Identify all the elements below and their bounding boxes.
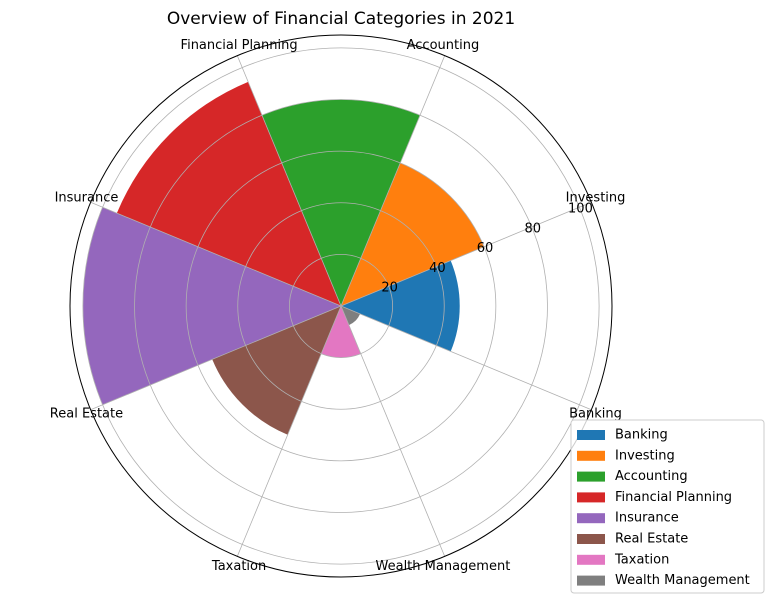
grid-spoke (340, 201, 592, 307)
legend-frame (570, 419, 765, 594)
grid-ring (237, 202, 445, 410)
bar-taxation (321, 306, 361, 358)
grid-spoke (340, 55, 446, 307)
category-label-banking: Banking (569, 406, 622, 421)
legend: Banking Investing Accounting Financial Plan… (570, 419, 765, 594)
legend-swatch-financial-planning (577, 492, 605, 503)
legend-label-taxation: Taxation (614, 552, 669, 567)
radial-tick-label: 40 (429, 261, 446, 276)
legend-swatch-banking (577, 430, 605, 440)
legend-label-investing: Investing (615, 448, 675, 463)
grid-ring (288, 253, 394, 359)
radial-tick-label: 80 (524, 221, 541, 236)
category-label-accounting: Accounting (407, 38, 480, 53)
bar-wealth-management (341, 306, 361, 326)
legend-swatch-real-estate (577, 534, 605, 544)
grid-spoke (90, 201, 342, 307)
polar-frame (69, 34, 613, 578)
category-label-real-estate: Real Estate (50, 406, 123, 421)
bar-investing (341, 162, 485, 306)
legend-label-insurance: Insurance (615, 511, 679, 526)
grid-ring (82, 47, 600, 565)
radial-tick-label: 60 (477, 241, 494, 256)
legend-label-banking: Banking (615, 428, 668, 443)
grid-layer (69, 34, 613, 578)
chart-title: Overview of Financial Categories in 2021 (167, 9, 515, 29)
grid-spoke (90, 305, 342, 411)
bar-financial-planning (116, 81, 341, 306)
grid-spoke (236, 55, 342, 307)
legend-swatch-investing (577, 450, 605, 461)
radial-tick-label: 20 (381, 281, 398, 296)
radial-tick-label: 100 (568, 202, 593, 217)
category-label-financial-planning: Financial Planning (181, 38, 298, 53)
category-label-wealth-management: Wealth Management (376, 559, 511, 574)
legend-label-real-estate: Real Estate (615, 532, 688, 547)
legend-swatch-wealth-management (577, 575, 605, 586)
grid-spoke (236, 305, 342, 557)
bar-insurance (82, 207, 341, 405)
bars-layer (82, 81, 485, 435)
grid-spoke (340, 305, 592, 411)
bar-real-estate (212, 306, 341, 435)
category-label-taxation: Taxation (211, 559, 266, 574)
legend-label-wealth-management: Wealth Management (615, 573, 750, 588)
legend-label-accounting: Accounting (615, 469, 688, 484)
legend-swatch-taxation (577, 554, 605, 565)
labels-layer: 20 40 60 80 100 Banking Investing Accounting Fin… (50, 38, 626, 574)
legend-swatch-accounting (577, 471, 605, 482)
legend-label-financial-planning: Financial Planning (615, 490, 732, 505)
grid-spoke (340, 305, 446, 557)
bar-banking (341, 260, 460, 352)
grid-ring (134, 99, 548, 513)
category-label-investing: Investing (566, 191, 626, 206)
legend-swatch-insurance (577, 513, 605, 524)
category-label-insurance: Insurance (55, 191, 119, 206)
grid-ring (185, 150, 497, 462)
